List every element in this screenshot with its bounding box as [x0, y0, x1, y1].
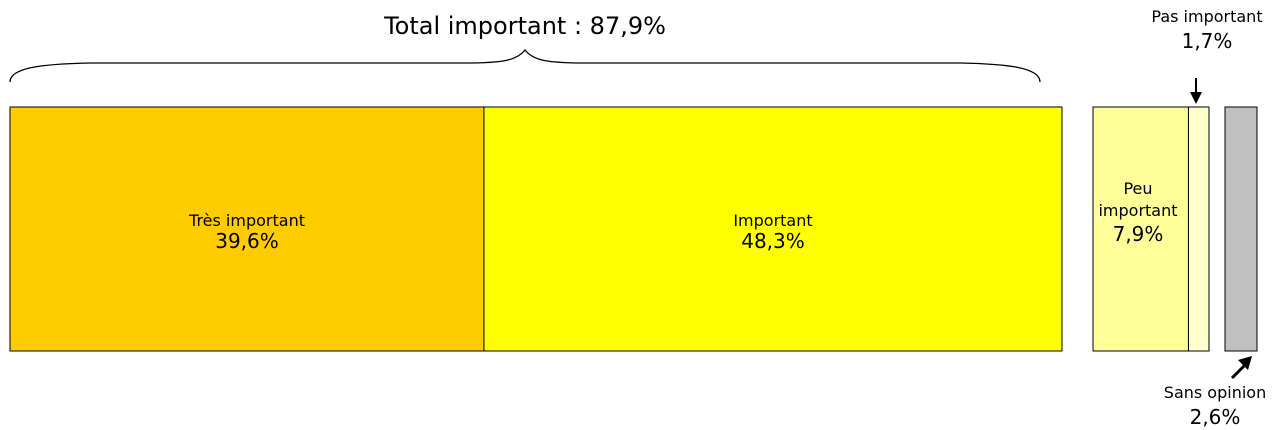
- segment-name: Très important: [189, 211, 305, 230]
- segment-value: 1,7%: [1181, 29, 1233, 54]
- segment-name: Important: [733, 211, 813, 230]
- arrow-pas-important-head: [1190, 92, 1202, 104]
- arrow-sans-opinion-head: [1238, 356, 1252, 370]
- segment-value: 39,6%: [215, 229, 279, 254]
- segment-label-tres-important: Très important 39,6%: [10, 211, 484, 254]
- arrow-sans-opinion-shaft: [1230, 362, 1248, 380]
- segment-value: 7,9%: [1112, 221, 1164, 246]
- segment-name: Sans opinion: [1163, 383, 1267, 402]
- segment-label-important: Important 48,3%: [484, 211, 1062, 254]
- bar-segment-sans-opinion: [1224, 106, 1258, 352]
- bar-segment-peu-important: [1092, 106, 1189, 352]
- bar-segment-important: [483, 106, 1063, 352]
- segment-label-sans-opinion: Sans opinion 2,6%: [1150, 383, 1280, 430]
- segment-name-line1: Peu: [1123, 179, 1153, 198]
- chart-title: Total important : 87,9%: [384, 12, 666, 40]
- bar-segment-tres-important: [9, 106, 485, 352]
- segment-label-pas-important: Pas important 1,7%: [1134, 7, 1280, 54]
- segment-value: 48,3%: [741, 229, 805, 254]
- segment-name: Pas important: [1151, 7, 1263, 26]
- segment-name-line2: important: [1098, 201, 1178, 221]
- total-important-brace: [9, 48, 1041, 83]
- segment-label-peu-important: Peu important 7,9%: [1088, 179, 1188, 246]
- segment-value: 2,6%: [1189, 405, 1241, 430]
- bar-segment-pas-important: [1187, 106, 1210, 352]
